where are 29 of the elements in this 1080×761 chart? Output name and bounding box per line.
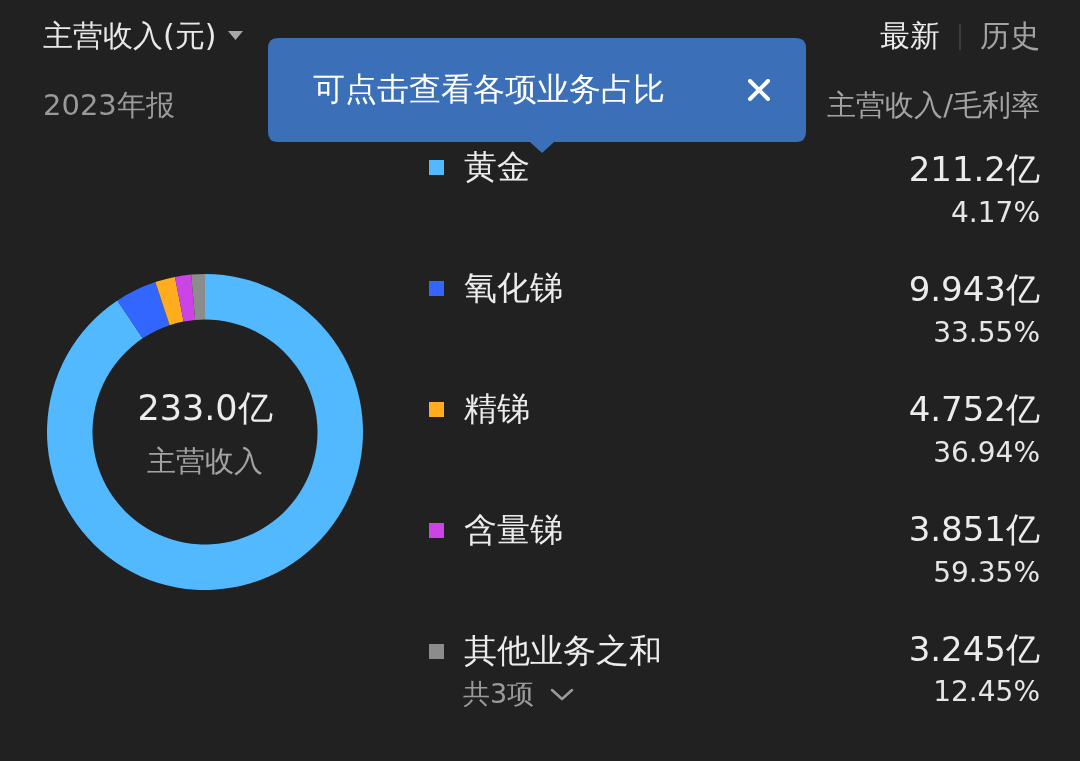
text: 36.94%: [933, 436, 1040, 469]
text: 主营收入/毛利率: [827, 87, 1040, 122]
data-label: 9.943亿: [908, 269, 1040, 309]
data-label: 3.851亿: [908, 509, 1040, 549]
donut-slice: [47, 274, 363, 590]
text: 59.35%: [933, 556, 1040, 589]
chart-title: 主营收入(元): [43, 18, 217, 53]
text: 最新: [880, 18, 940, 53]
text: 233.0亿: [137, 387, 273, 428]
donut-slice: [174, 274, 196, 322]
data-label: 211.2亿: [908, 149, 1040, 189]
data-label: 3.245亿: [908, 629, 1040, 669]
text: 可点击查看各项业务占比: [313, 70, 665, 108]
data-label: 4.752亿: [908, 389, 1040, 429]
donut-slice: [191, 274, 205, 320]
legend-label: 含量锑: [464, 509, 563, 549]
text: 4.17%: [951, 196, 1040, 229]
text: 33.55%: [933, 316, 1040, 349]
text: 主营收入: [147, 443, 263, 478]
legend-label: 其他业务之和: [464, 630, 662, 670]
chart-subtitle: 2023年报: [43, 87, 175, 122]
legend-label: 氧化锑: [464, 267, 563, 307]
donut-slice: [155, 276, 184, 326]
legend-label: 精锑: [464, 388, 530, 428]
text: 12.45%: [933, 675, 1040, 708]
text: 共3项: [463, 677, 535, 709]
text: 历史: [980, 18, 1040, 53]
donut-slice: [117, 282, 170, 339]
legend-label: 黄金: [464, 146, 530, 186]
